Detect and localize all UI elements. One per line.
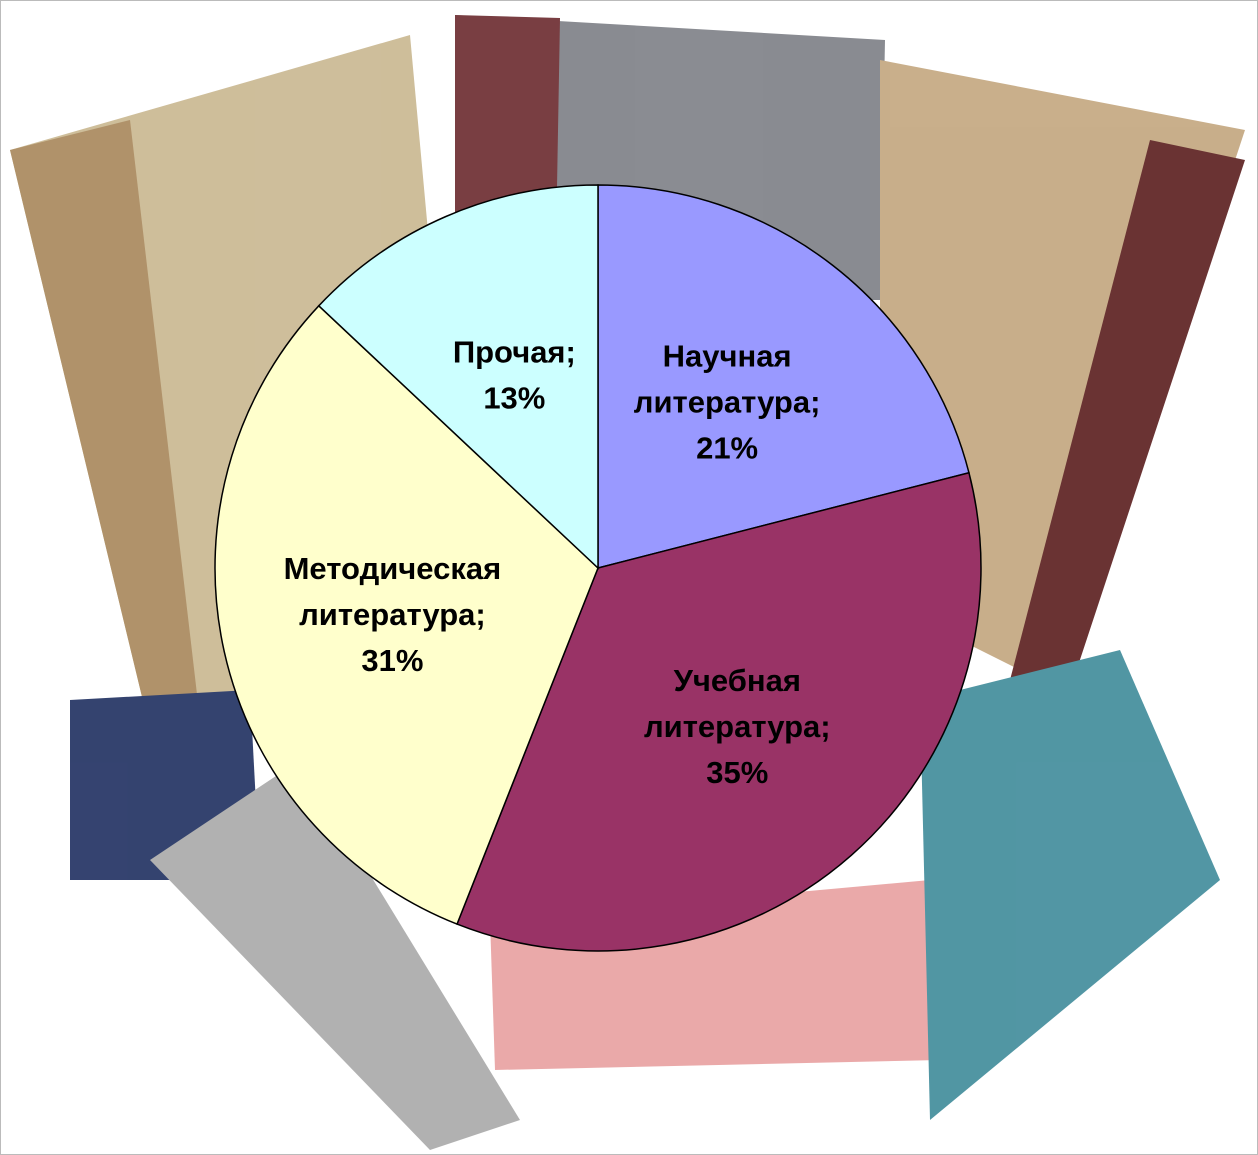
pie-slice — [597, 184, 970, 569]
data-label: Методическая литература; 31% — [284, 551, 502, 678]
books-background — [10, 15, 1245, 1150]
book — [920, 650, 1220, 1120]
pie-slice — [456, 471, 982, 952]
category-label: Учебная литература — [644, 663, 821, 744]
pie: Научная литература; 21% Учебная литература; 3… — [214, 184, 982, 952]
category-label: Научная литература — [634, 339, 811, 420]
book-spine — [10, 120, 200, 730]
category-word: литература — [634, 385, 811, 420]
value-label: 35% — [706, 755, 768, 790]
category-word: Методическая — [284, 551, 502, 586]
book-spine — [1010, 140, 1245, 690]
value-label: 21% — [696, 431, 758, 466]
category-label: Методическая литература — [284, 551, 502, 632]
value-label: 31% — [361, 643, 423, 678]
data-label: Прочая; 13% — [453, 335, 576, 416]
category-label: Прочая — [453, 335, 566, 370]
label-separator: ; — [566, 335, 576, 370]
label-separator: ; — [820, 709, 830, 744]
category-word: Научная — [663, 339, 792, 374]
data-label: Научная литература; 21% — [634, 339, 821, 466]
category-word: литература — [299, 597, 476, 632]
pie-slice — [317, 184, 599, 570]
category-word: литература — [644, 709, 821, 744]
category-word: Прочая — [453, 335, 566, 370]
value-label: 13% — [483, 381, 545, 416]
label-separator: ; — [475, 597, 485, 632]
category-word: Учебная — [674, 663, 801, 698]
data-label: Учебная литература; 35% — [644, 663, 831, 790]
book — [150, 760, 520, 1150]
pie-slice — [214, 304, 599, 926]
label-separator: ; — [810, 385, 820, 420]
